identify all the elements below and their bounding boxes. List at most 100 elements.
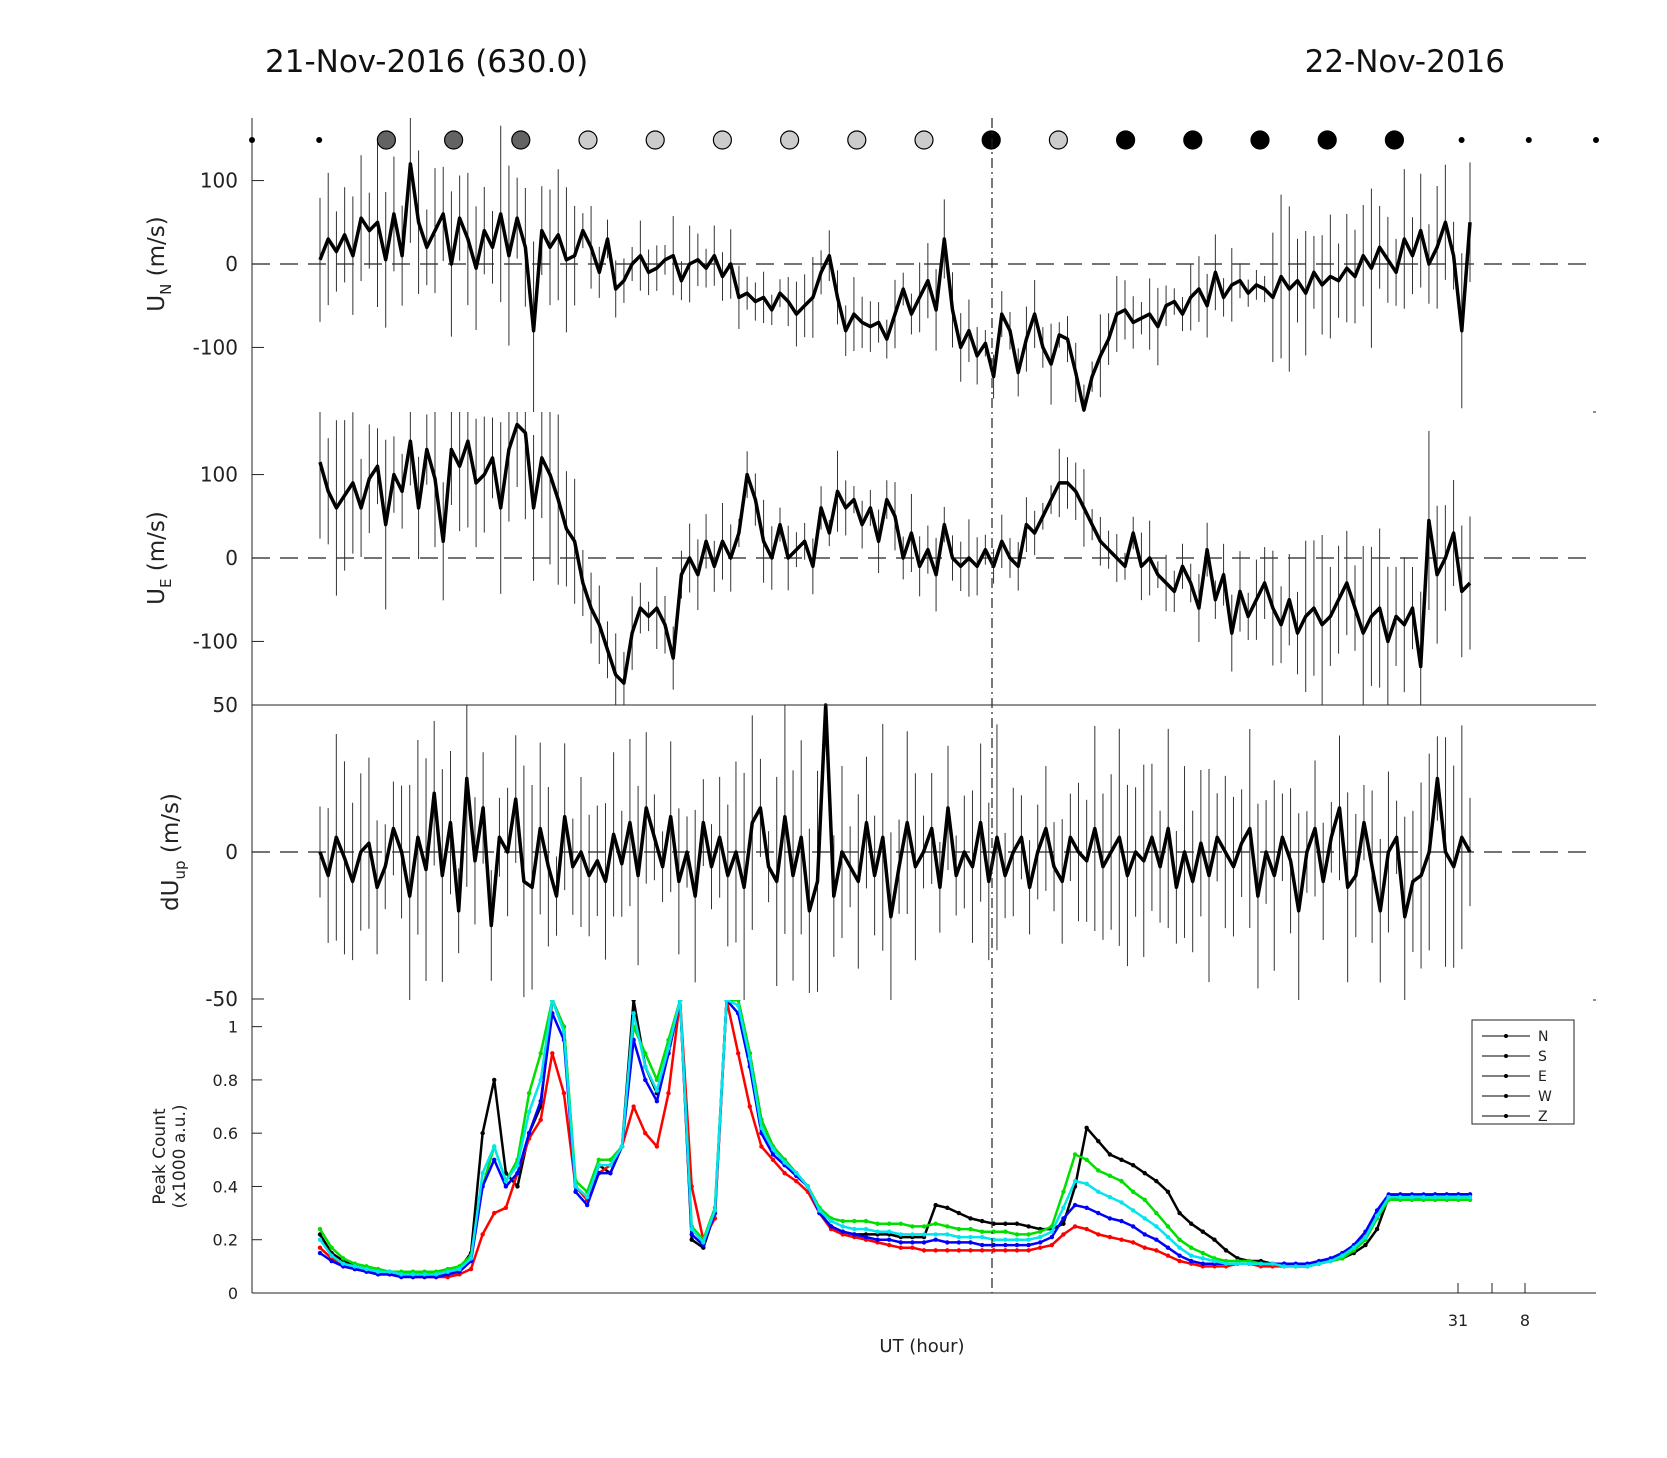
series-point-E: [341, 1256, 346, 1261]
series-point-S: [1165, 1253, 1171, 1258]
indicator-circle-black: [1384, 130, 1405, 150]
series-point-N: [1119, 1157, 1124, 1163]
series-point-E: [643, 1051, 648, 1056]
indicator-dot: [1525, 137, 1532, 143]
series-point-N: [1154, 1178, 1159, 1184]
indicator-circle-light: [914, 130, 934, 150]
series-point-Z: [1409, 1194, 1415, 1200]
series-point-E: [921, 1224, 927, 1229]
series-point-W: [317, 1250, 323, 1256]
series-point-E: [1072, 1152, 1078, 1157]
series-point-S: [561, 1091, 567, 1096]
series-point-Z: [666, 1045, 671, 1051]
series-point-Z: [1258, 1261, 1264, 1266]
x-tick-label: 31: [1448, 1311, 1468, 1330]
series-point-S: [492, 1210, 497, 1216]
series-point-W: [689, 1232, 694, 1237]
series-point-W: [979, 1242, 985, 1248]
series-point-W: [538, 1099, 543, 1104]
series-point-S: [794, 1178, 799, 1184]
series-point-E: [1142, 1197, 1147, 1202]
series-point-N: [1189, 1221, 1194, 1226]
series-point-N: [979, 1218, 985, 1224]
series-point-S: [735, 1051, 741, 1056]
series-point-S: [503, 1205, 509, 1210]
legend-box: [1471, 1019, 1575, 1125]
series-point-N: [933, 1202, 938, 1208]
series-point-Z: [1374, 1213, 1380, 1218]
peak-series-group: [317, 1000, 1473, 1280]
series-point-E: [1130, 1189, 1136, 1194]
series-point-E: [1038, 1229, 1043, 1234]
series-point-S: [1061, 1232, 1066, 1237]
series-point-Z: [1061, 1205, 1066, 1210]
series-point-N: [956, 1210, 962, 1216]
series-point-E: [945, 1224, 950, 1229]
series-point-E: [1154, 1210, 1159, 1216]
series-point-W: [1014, 1242, 1020, 1248]
series-point-Z: [759, 1125, 764, 1131]
indicator-circle-black: [1115, 130, 1136, 150]
indicator-circle-dark: [376, 130, 396, 150]
series-point-Z: [677, 1000, 683, 1003]
series-point-Z: [1119, 1200, 1124, 1205]
series-point-Z: [701, 1240, 706, 1245]
series-point-Z: [1235, 1261, 1240, 1266]
series-point-W: [921, 1240, 927, 1245]
series-point-E: [1189, 1245, 1194, 1250]
indicator-circle-black: [1317, 130, 1337, 150]
series-point-S: [910, 1245, 915, 1250]
y-tick-label-UN: -100: [193, 335, 238, 359]
series-point-S: [666, 1091, 671, 1096]
series-point-Z: [1096, 1189, 1101, 1194]
series-point-W: [596, 1170, 601, 1176]
series-point-S: [643, 1130, 648, 1136]
series-point-S: [921, 1248, 927, 1253]
series-point-S: [759, 1144, 764, 1149]
series-point-Z: [1072, 1178, 1078, 1184]
series-point-W: [1096, 1210, 1101, 1216]
series-point-Z: [724, 1000, 729, 1003]
indicator-dot: [249, 137, 255, 143]
series-point-Z: [375, 1269, 381, 1274]
series-point-E: [538, 1051, 543, 1056]
y-axis-label-PeakCount: Peak Count: [150, 1108, 170, 1205]
series-point-Z: [619, 1144, 625, 1149]
series-point-S: [956, 1248, 962, 1253]
series-point-W: [1189, 1258, 1194, 1264]
series-point-W: [840, 1229, 845, 1234]
series-point-W: [1061, 1216, 1066, 1221]
series-point-W: [643, 1077, 648, 1083]
series-point-S: [945, 1248, 950, 1253]
series-point-S: [550, 1051, 555, 1056]
series-point-Z: [631, 1011, 636, 1016]
series-point-Z: [1165, 1234, 1171, 1240]
series-point-Z: [956, 1234, 962, 1240]
legend-marker: [1504, 1034, 1508, 1038]
series-point-Z: [329, 1253, 334, 1258]
legend-label-E: E: [1538, 1069, 1547, 1085]
panel-UN: 100 0 -100 UN (m/s): [144, 118, 1596, 413]
series-point-Z: [1084, 1181, 1089, 1186]
series-point-Z: [341, 1261, 346, 1266]
indicator-circle-light: [645, 130, 665, 150]
series-point-Z: [735, 1003, 741, 1008]
series-point-Z: [1316, 1261, 1322, 1266]
series-point-N: [1363, 1242, 1368, 1248]
series-point-Z: [1351, 1245, 1357, 1250]
legend-label-W: W: [1538, 1089, 1552, 1105]
y-axis-label-PeakCount-unit: (x1000 a.u.): [170, 1105, 190, 1209]
series-point-Z: [1444, 1194, 1449, 1200]
x-tick-label: 8: [1520, 1311, 1530, 1330]
y-axis-label-UN: UN (m/s): [144, 216, 175, 311]
series-point-Z: [770, 1146, 776, 1152]
series-point-S: [747, 1104, 752, 1109]
series-point-Z: [1200, 1256, 1206, 1261]
series-point-Z: [317, 1237, 323, 1242]
y-axis-label-UE: UE (m/s): [144, 511, 175, 605]
series-point-W: [654, 1099, 660, 1104]
series-point-E: [910, 1224, 915, 1229]
series-point-E: [956, 1226, 962, 1232]
series-point-S: [886, 1242, 892, 1248]
